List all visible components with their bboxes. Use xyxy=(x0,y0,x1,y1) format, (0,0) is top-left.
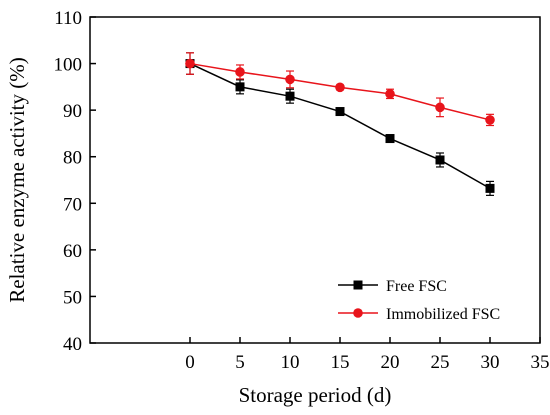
y-tick-label: 90 xyxy=(63,101,82,122)
data-point xyxy=(435,102,445,113)
series-0 xyxy=(185,52,495,196)
y-axis-label: Relative enzyme activity (%) xyxy=(5,57,29,302)
y-tick-label: 60 xyxy=(63,241,82,262)
x-tick-label: 10 xyxy=(281,352,300,373)
y-tick-label: 70 xyxy=(63,194,82,215)
data-point xyxy=(385,134,395,144)
data-point xyxy=(185,58,195,69)
y-tick-label: 80 xyxy=(63,148,82,169)
axes-frame xyxy=(89,16,541,344)
data-point xyxy=(335,107,345,117)
legend: Free FSC Immobilized FSC xyxy=(338,278,500,323)
y-tick-label: 110 xyxy=(54,8,82,29)
x-tick-label: 5 xyxy=(235,352,245,373)
data-point xyxy=(385,89,395,99)
legend-marker xyxy=(353,308,363,318)
data-point xyxy=(485,115,495,125)
x-tick-label: 15 xyxy=(331,352,350,373)
x-tick-label: 25 xyxy=(431,352,450,373)
y-tick-label: 100 xyxy=(54,55,83,76)
data-point xyxy=(285,91,295,101)
legend-label: Free FSC xyxy=(386,278,447,295)
x-tick-label: 30 xyxy=(481,352,500,373)
legend-marker xyxy=(353,280,363,290)
series-1 xyxy=(185,52,495,127)
legend-item-1: Immobilized FSC xyxy=(338,306,500,323)
data-point xyxy=(235,82,245,92)
data-point xyxy=(435,155,445,165)
x-tick-label: 20 xyxy=(381,352,400,373)
y-tick-label: 50 xyxy=(63,287,82,308)
legend-item-0: Free FSC xyxy=(338,278,447,295)
data-point xyxy=(235,67,245,77)
x-tick-label: 0 xyxy=(185,352,195,373)
data-point xyxy=(335,82,345,93)
series-layer xyxy=(185,52,495,196)
x-axis-label: Storage period (d) xyxy=(239,383,392,407)
ticks: 0 5 10 15 20 25 30 35 40 50 60 70 80 90 100 110 xyxy=(54,8,550,373)
x-tick-label: 35 xyxy=(531,352,550,373)
plot-frame xyxy=(89,16,541,344)
legend-label: Immobilized FSC xyxy=(386,306,500,323)
y-tick-label: 40 xyxy=(63,334,82,355)
data-point xyxy=(485,183,495,193)
series-line xyxy=(189,62,491,190)
data-point xyxy=(285,74,295,85)
